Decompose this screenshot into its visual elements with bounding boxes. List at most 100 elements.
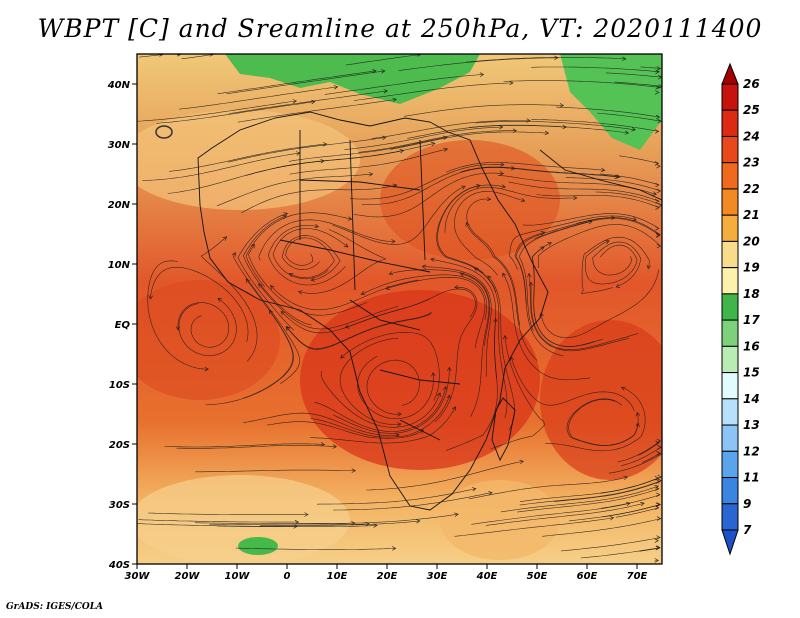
streamline (164, 443, 325, 448)
streamline (519, 480, 662, 506)
streamline (534, 218, 660, 240)
streamline (474, 267, 508, 419)
streamline-arrow (471, 487, 477, 492)
streamline (272, 228, 349, 280)
streamline-arrow (609, 516, 615, 521)
colorbar-bottom-arrow (721, 529, 739, 556)
streamline-arrow (231, 252, 236, 257)
streamline (509, 215, 637, 270)
streamline (267, 421, 424, 439)
streamline (459, 167, 619, 178)
colorbar-segment (721, 188, 739, 216)
streamline-arrow (657, 119, 662, 124)
y-tick-label: 30N (108, 140, 131, 151)
streamline-arrow (385, 285, 391, 290)
x-tick-label: 50E (527, 571, 548, 582)
streamline-arrow (635, 411, 641, 417)
colorbar-label: 13 (743, 418, 760, 432)
streamline-arrow (502, 272, 507, 278)
streamline (176, 445, 337, 449)
streamline-arrow (640, 501, 645, 507)
streamline (366, 359, 420, 415)
streamline-arrow (654, 558, 659, 563)
colorbar-segment (721, 214, 739, 242)
streamline-arrow (333, 85, 339, 90)
streamline (285, 237, 335, 279)
streamline (592, 241, 641, 288)
x-tick-label: 30E (427, 571, 448, 582)
cool-region-patches (225, 54, 662, 555)
colorbar-label: 12 (743, 444, 760, 458)
streamline-arrow (360, 291, 366, 295)
streamline-arrow (544, 130, 550, 136)
streamline (454, 191, 525, 276)
streamline-arrow (509, 80, 514, 86)
streamline (358, 130, 517, 153)
streamline-arrow (381, 135, 387, 140)
colorbar-label: 24 (743, 129, 760, 143)
colorbar: 26 25 24 23 22 21 20 19 18 17 16 15 14 13 12 11 9 7 (721, 62, 760, 556)
colorbar-label: 26 (743, 77, 760, 91)
streamline (366, 461, 524, 491)
streamline-arrow (442, 385, 448, 391)
streamline (324, 74, 484, 95)
colorbar-label: 19 (743, 261, 760, 275)
streamline-arrow (499, 171, 504, 176)
streamline-arrow (436, 392, 441, 397)
y-tick-label: 20N (108, 200, 131, 211)
streamline-arrow (655, 226, 660, 231)
colorbar-label: 17 (743, 313, 760, 327)
streamline (444, 187, 577, 233)
streamline (258, 219, 396, 261)
colorbar-segment (721, 162, 739, 190)
streamline-arrow (611, 215, 616, 220)
streamline-arrow (397, 422, 402, 427)
streamline (475, 121, 636, 131)
streamline (200, 236, 258, 362)
streamline (437, 184, 506, 274)
streamline-arrow (656, 516, 662, 521)
streamline-arrow (392, 97, 397, 103)
streamline-arrow (347, 216, 353, 221)
streamline (209, 523, 370, 526)
streamline (510, 356, 635, 412)
streamline-arrow (383, 89, 388, 94)
streamline (178, 298, 237, 357)
streamline (309, 406, 456, 444)
streamline (332, 185, 466, 245)
streamline-arrow (430, 257, 435, 262)
streamline-arrow (654, 476, 660, 481)
streamline-arrow (245, 278, 250, 283)
streamline (371, 120, 531, 139)
colorbar-label: 16 (743, 339, 760, 353)
streamline (518, 221, 593, 332)
streamline (139, 54, 164, 58)
streamline-arrow (632, 216, 637, 221)
streamline-arrow (655, 440, 660, 446)
streamline-arrow (657, 451, 662, 457)
streamline-arrow (656, 535, 661, 540)
streamline (556, 106, 660, 118)
streamline-arrow (654, 161, 660, 166)
x-tick-label: 60E (577, 571, 598, 582)
streamline-arrow (656, 492, 661, 497)
streamline (485, 502, 645, 526)
colorbar-segment (721, 293, 739, 321)
streamline (280, 298, 430, 334)
streamline-arrow (479, 72, 485, 77)
streamline (531, 66, 660, 73)
chart-title: WBPT [C] and Sreamline at 250hPa, VT: 20… (37, 14, 763, 43)
y-tick-label: 20S (109, 440, 130, 451)
streamline (248, 244, 368, 316)
streamline-arrow (451, 406, 456, 411)
streamline (434, 286, 478, 423)
streamline-arrow (298, 290, 303, 295)
streamline (536, 194, 660, 208)
colorbar-label: 21 (743, 208, 760, 222)
streamline-arrow (283, 212, 288, 217)
streamline-arrow (656, 479, 661, 484)
streamline (446, 162, 605, 173)
colorbar-segment (721, 372, 739, 400)
x-tick-label: 40E (476, 571, 498, 582)
streamline (179, 86, 338, 110)
